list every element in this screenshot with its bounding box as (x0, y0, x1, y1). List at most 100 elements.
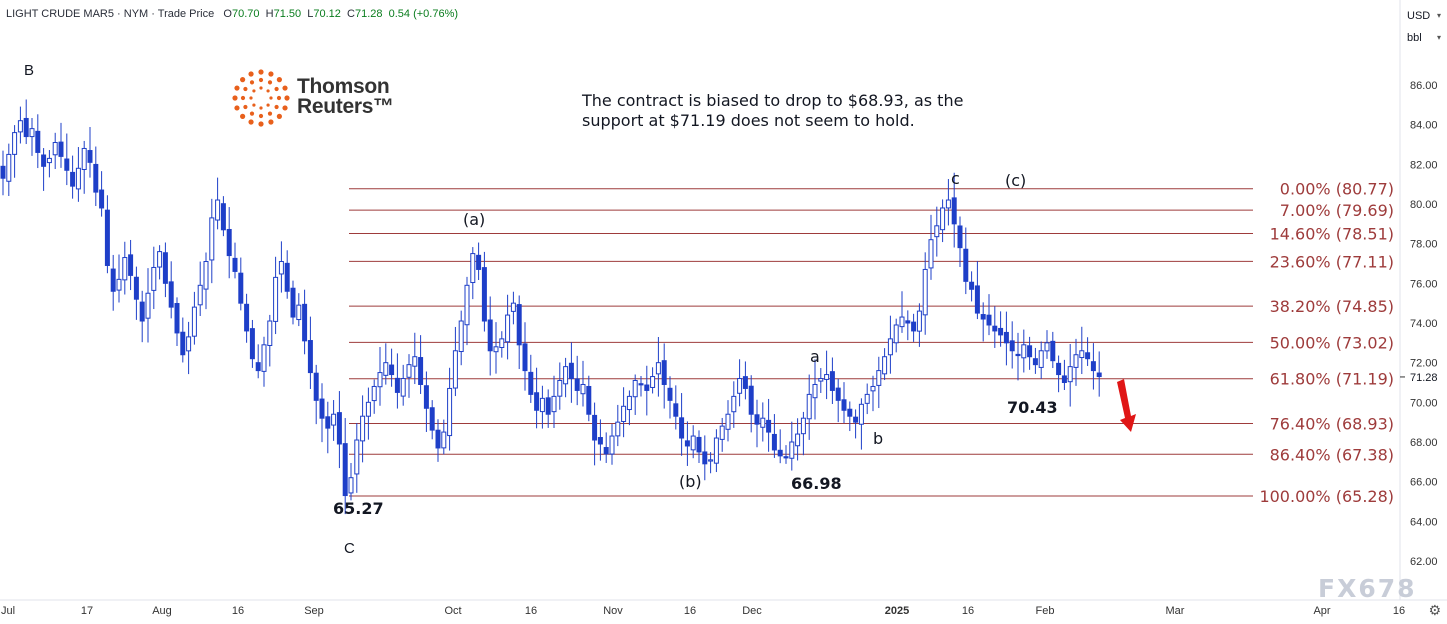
candle-body (400, 378, 406, 397)
candle-body (389, 364, 395, 376)
candle-body (806, 393, 812, 420)
candle-body (713, 437, 719, 464)
candle-body (824, 374, 830, 380)
analysis-note: The contract is biased to drop to $68.93… (582, 91, 964, 130)
candle-body (702, 451, 708, 465)
candle-body (951, 197, 957, 225)
logo-dot (249, 96, 253, 100)
logo-dot (282, 85, 288, 91)
settings-gear-icon[interactable]: ⚙ (1428, 603, 1441, 619)
candle-body (568, 362, 574, 380)
fib-label: 61.80% (71.19) (1270, 370, 1394, 389)
candle-body (1027, 345, 1033, 358)
candle-body (1061, 375, 1067, 383)
symbol-name: LIGHT CRUDE MAR5 · NYM · Trade Price (6, 8, 215, 20)
candle-body (1096, 372, 1102, 378)
candle-body (679, 417, 685, 439)
candle-body (220, 203, 226, 231)
candle-body (725, 413, 731, 430)
candle-body (1085, 352, 1091, 360)
candle-body (580, 383, 586, 395)
candle-body (963, 248, 969, 282)
watermark: FX678 (1318, 574, 1417, 603)
candle-body (557, 380, 563, 397)
candle-body (435, 429, 441, 449)
candle-body (81, 147, 87, 170)
logo-dot (258, 77, 264, 83)
candle-body (632, 380, 638, 398)
logo-dot (243, 104, 248, 110)
candle-body (87, 150, 93, 163)
candle-body (940, 207, 946, 231)
open-value: 70.70 (231, 8, 260, 20)
candle-body (157, 251, 163, 268)
candle-body (464, 284, 470, 326)
candle-body (70, 171, 76, 187)
candle-body (1090, 361, 1096, 372)
candle-body (197, 284, 203, 306)
logo-dot (240, 113, 246, 119)
candle-body (313, 372, 319, 401)
candle-body (331, 413, 337, 426)
price-tick: 72.00 (1410, 358, 1438, 370)
logo-dot (243, 86, 248, 92)
price-tick: 86.00 (1410, 80, 1438, 92)
candle-body (563, 366, 569, 385)
logo-dot (258, 121, 264, 127)
candle-body (545, 397, 551, 415)
wave-label-C: C (344, 540, 355, 557)
time-tick: Aug (152, 605, 172, 617)
candle-body (377, 372, 383, 388)
candle-body (273, 276, 279, 322)
candle-body (41, 154, 47, 167)
candle-body (122, 257, 128, 281)
logo-dot (268, 71, 274, 77)
fib-label: 0.00% (80.77) (1280, 180, 1394, 199)
open-key: O (223, 8, 232, 20)
candle-body (215, 199, 221, 221)
candle-body (974, 285, 980, 314)
candle-body (493, 346, 499, 353)
candle-body (655, 362, 661, 375)
candle-body (145, 292, 151, 319)
high-key: H (265, 8, 274, 20)
logo-dot (248, 71, 254, 77)
logo-dot (268, 119, 274, 125)
candle-body (528, 371, 534, 395)
candle-body (887, 338, 893, 356)
logo-dot (274, 86, 279, 92)
candle-body (760, 417, 766, 428)
logo-dot (274, 104, 279, 110)
candle-body (209, 217, 215, 261)
thomson-reuters-logo-icon (232, 69, 290, 127)
logo-dot (284, 95, 290, 101)
wave-label-b-paren: (b) (679, 472, 702, 491)
candle-body (186, 336, 192, 352)
logo-dot (240, 95, 246, 101)
candle-body (394, 377, 400, 393)
candle-body (928, 239, 934, 269)
candle-body (476, 254, 482, 270)
candle-body (17, 120, 23, 133)
time-tick: 2025 (885, 605, 909, 617)
candle-body (998, 327, 1004, 336)
logo-dot (267, 80, 273, 85)
candle-body (615, 421, 621, 437)
candle-body (255, 362, 261, 372)
currency-select[interactable]: USD ▾ (1403, 7, 1445, 24)
candle-body (232, 257, 238, 272)
candle-body (29, 128, 35, 138)
candle-body (278, 261, 284, 275)
candle-body (684, 440, 690, 447)
price-tick: 80.00 (1410, 199, 1438, 211)
candle-body (847, 408, 853, 417)
fib-label: 50.00% (73.02) (1270, 333, 1394, 352)
candle-body (818, 378, 824, 382)
close-key: C (347, 8, 355, 20)
current-price-label: 71.28 (1410, 372, 1438, 384)
candle-body (267, 320, 273, 346)
candle-body (853, 416, 859, 423)
candle-body (302, 303, 308, 342)
unit-select[interactable]: bbl ▾ (1403, 29, 1445, 46)
